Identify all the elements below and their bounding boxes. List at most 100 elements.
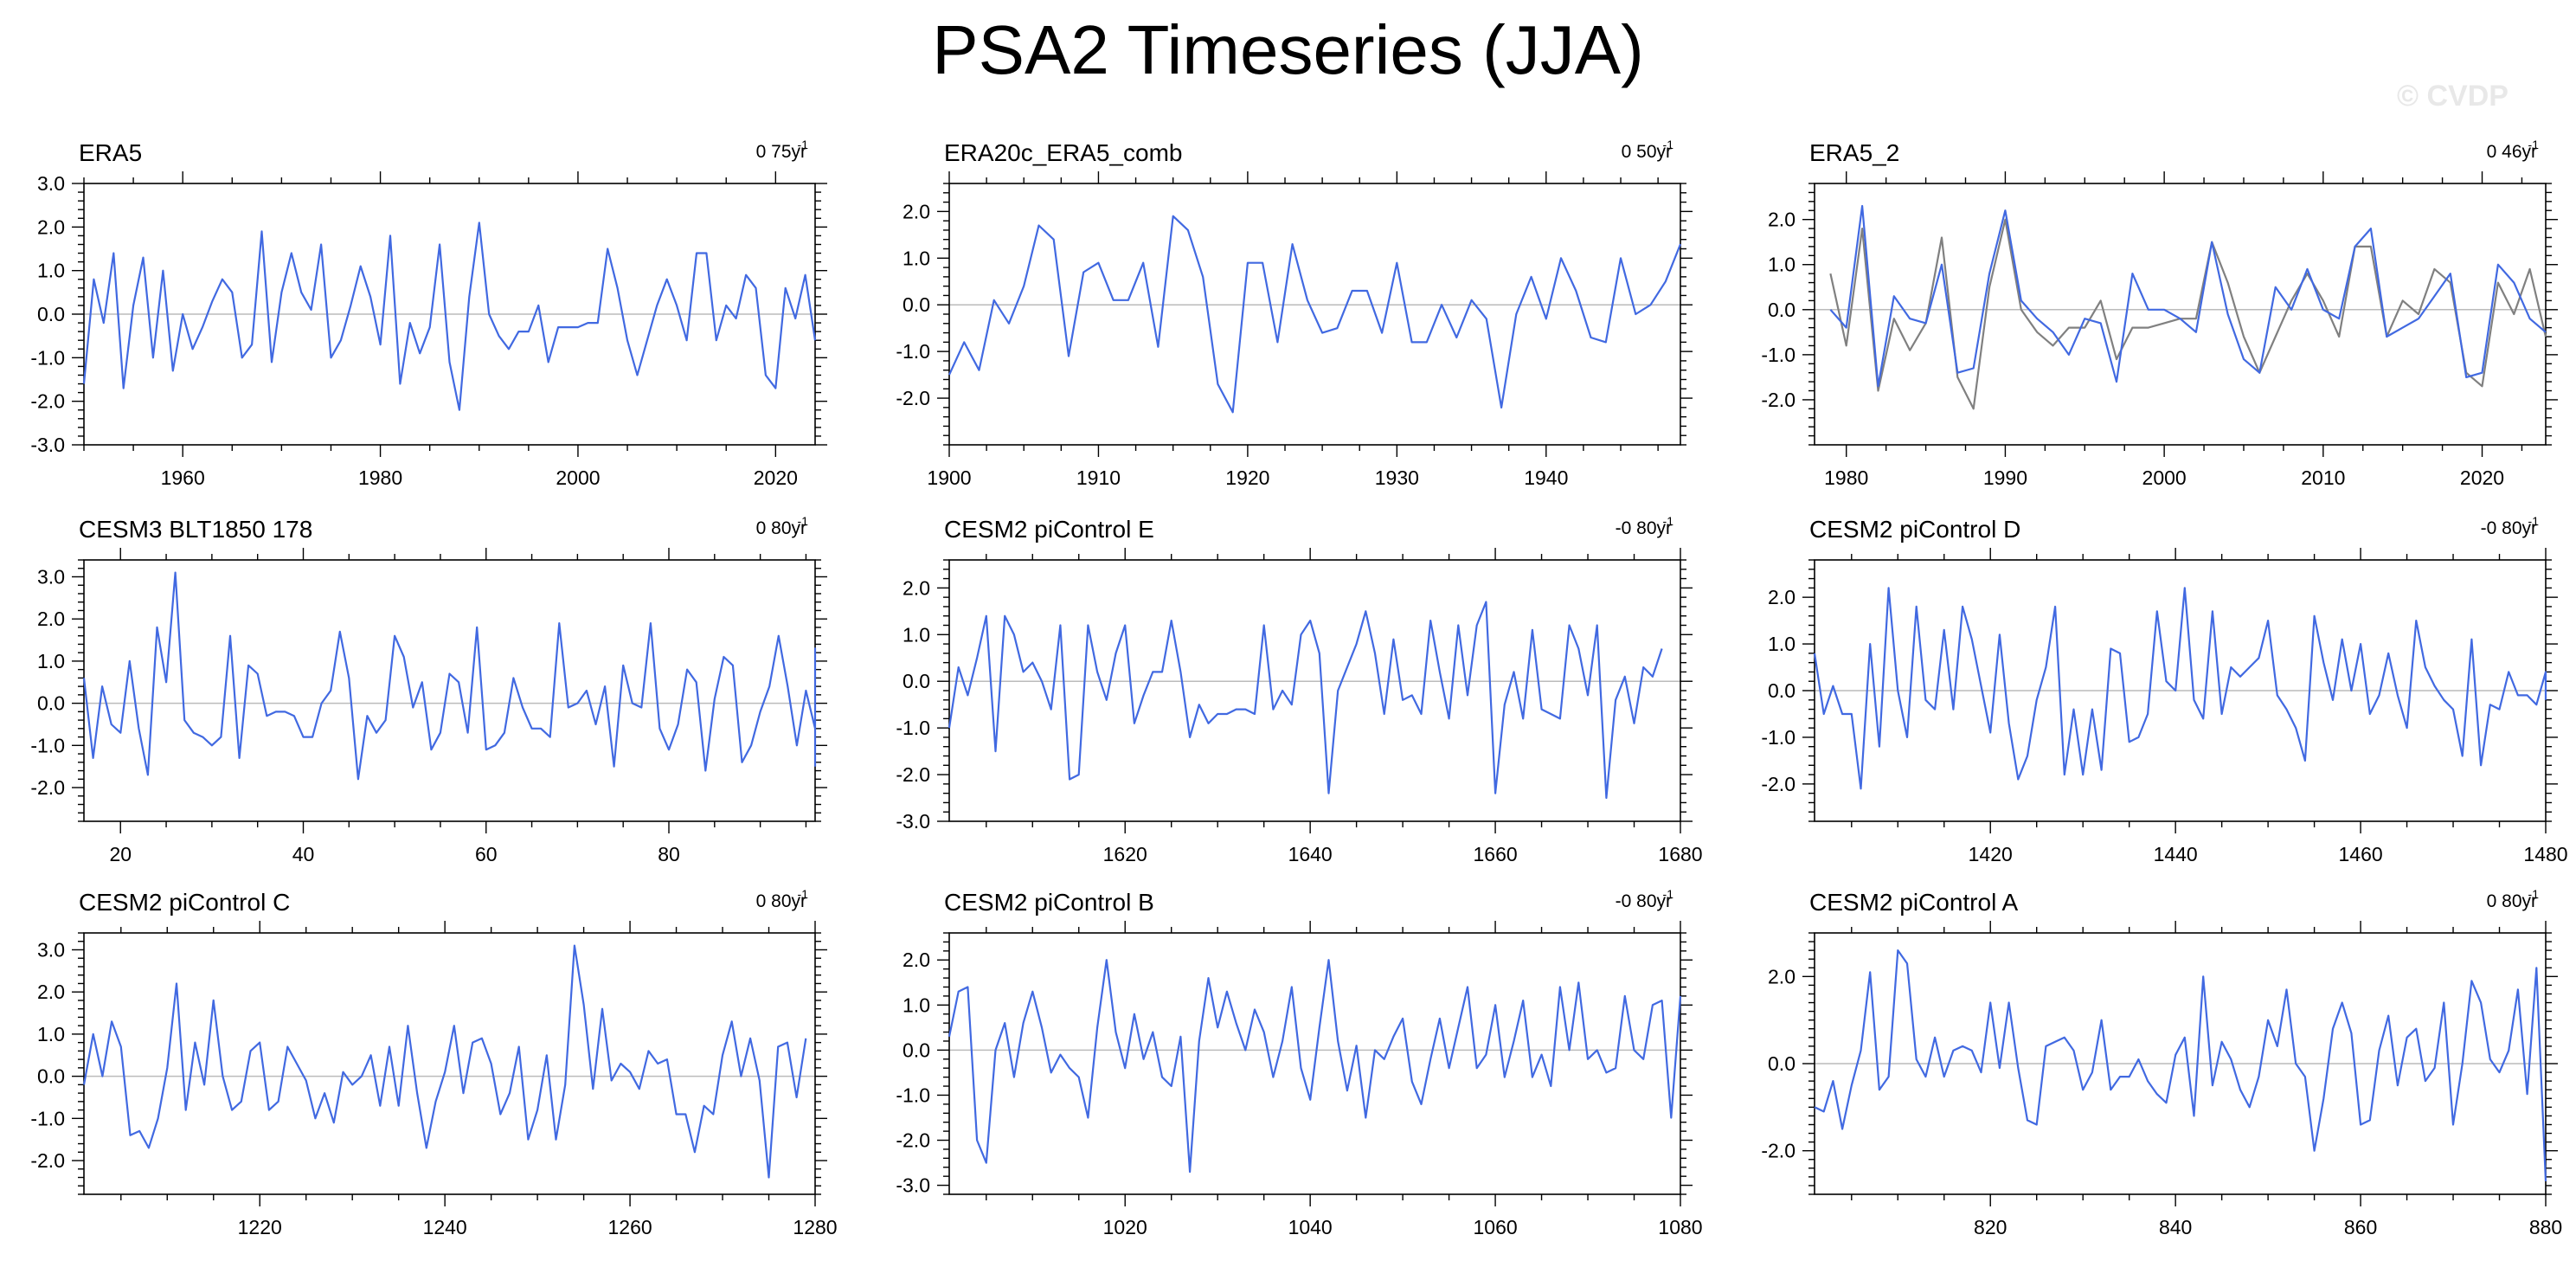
panel-title: CESM2 piControl A <box>1809 889 2019 916</box>
y-tick-label: -2.0 <box>896 387 930 409</box>
chart-panel: CESM2 piControl E -0 80yr-1 2.0 1.0 0.0 -1.0 -… <box>896 514 1702 865</box>
chart-panel: ERA20c_ERA5_comb 0 50yr-1 2.0 1.0 0.0 -1.0 -2.… <box>896 138 1693 489</box>
x-tick-label: 1480 <box>2523 843 2567 865</box>
series-line <box>82 222 817 411</box>
series-line <box>948 959 1682 1174</box>
x-tick-label: 1900 <box>927 466 971 489</box>
trend-superscript: -1 <box>798 138 809 151</box>
plot-frame <box>948 932 1681 1195</box>
series-line <box>82 571 817 781</box>
x-tick-label: 1910 <box>1076 466 1121 489</box>
y-tick-label: 1.0 <box>37 260 65 282</box>
y-tick-label: 2.0 <box>903 949 930 971</box>
y-tick-label: -2.0 <box>30 1149 65 1172</box>
x-tick-label: 1080 <box>1658 1216 1702 1238</box>
y-tick-label: 0.0 <box>37 303 65 325</box>
y-tick-label: -3.0 <box>896 1174 930 1197</box>
x-tick-label: 1060 <box>1473 1216 1517 1238</box>
y-tick-label: -2.0 <box>1761 389 1795 411</box>
y-tick-label: 1.0 <box>903 623 930 646</box>
x-tick-label: 2000 <box>2142 466 2187 489</box>
trend-superscript: -1 <box>1663 514 1674 528</box>
trend-label: -0 80yr <box>1616 518 1672 538</box>
watermark: © CVDP <box>2397 80 2509 113</box>
y-tick-label: 0.0 <box>1768 1052 1795 1075</box>
x-tick-label: 820 <box>1974 1216 2007 1238</box>
x-tick-label: 1960 <box>161 466 205 489</box>
y-tick-label: 3.0 <box>37 938 65 961</box>
panel-title: ERA5_2 <box>1809 139 1899 166</box>
plot-frame <box>1814 183 2547 446</box>
x-tick-label: 1930 <box>1375 466 1419 489</box>
y-tick-label: 0.0 <box>903 1039 930 1061</box>
panel-title: ERA20c_ERA5_comb <box>944 139 1182 166</box>
trend-superscript: -1 <box>2528 138 2540 151</box>
x-tick-label: 2020 <box>2460 466 2504 489</box>
x-tick-label: 1460 <box>2338 843 2382 865</box>
y-tick-label: 3.0 <box>37 172 65 195</box>
y-tick-label: 0.0 <box>37 1065 65 1088</box>
page-title: PSA2 Timeseries (JJA) <box>932 11 1644 88</box>
series-line-overlay <box>1829 218 2547 410</box>
y-tick-label: -1.0 <box>896 1084 930 1106</box>
plot-frame <box>83 559 816 822</box>
x-tick-label: 2020 <box>754 466 798 489</box>
y-tick-label: -2.0 <box>1761 773 1795 795</box>
chart-panel: CESM3 BLT1850 178 0 80yr-1 3.0 2.0 1.0 0.0 -1.… <box>30 514 827 865</box>
x-tick-label: 1260 <box>607 1216 652 1238</box>
y-tick-label: -1.0 <box>896 340 930 363</box>
y-tick-label: -2.0 <box>30 390 65 413</box>
y-tick-label: -1.0 <box>1761 344 1795 366</box>
x-tick-label: 1980 <box>1824 466 1868 489</box>
y-tick-label: 1.0 <box>1768 633 1795 655</box>
x-tick-label: 1620 <box>1103 843 1147 865</box>
x-tick-label: 1990 <box>1983 466 2027 489</box>
trend-superscript: -1 <box>798 887 809 901</box>
x-tick-label: 20 <box>109 843 132 865</box>
y-tick-label: 3.0 <box>37 565 65 588</box>
y-tick-label: 2.0 <box>1768 586 1795 608</box>
trend-superscript: -1 <box>1663 887 1674 901</box>
y-tick-label: 0.0 <box>903 670 930 692</box>
series-line <box>1813 587 2547 790</box>
x-tick-label: 1940 <box>1524 466 1568 489</box>
y-tick-label: -2.0 <box>1761 1140 1795 1162</box>
y-tick-label: -2.0 <box>896 1129 930 1152</box>
x-tick-label: 1240 <box>423 1216 467 1238</box>
trend-label: -0 80yr <box>2481 518 2537 538</box>
trend-superscript: -1 <box>2528 887 2540 901</box>
series-line <box>948 601 1663 800</box>
series-line <box>1829 204 2547 388</box>
x-tick-label: 1040 <box>1288 1216 1333 1238</box>
y-tick-label: -3.0 <box>896 810 930 833</box>
trend-superscript: -1 <box>798 514 809 528</box>
y-tick-label: 0.0 <box>903 293 930 316</box>
y-tick-label: 2.0 <box>37 215 65 238</box>
y-tick-label: 2.0 <box>37 981 65 1003</box>
y-tick-label: -1.0 <box>1761 726 1795 749</box>
x-tick-label: 1660 <box>1473 843 1517 865</box>
trend-superscript: -1 <box>1663 138 1674 151</box>
y-tick-label: -1.0 <box>30 1107 65 1129</box>
panel-title: CESM3 BLT1850 178 <box>79 516 312 543</box>
chart-panel: ERA5_2 0 46yr-1 2.0 1.0 0.0 -1.0 -2.0 1980 1990 2… <box>1761 138 2558 489</box>
x-tick-label: 1420 <box>1969 843 2013 865</box>
trend-label: 0 80yr <box>756 518 806 538</box>
y-tick-label: 2.0 <box>903 200 930 222</box>
x-tick-label: 1440 <box>2154 843 2198 865</box>
panel-title: ERA5 <box>79 139 142 166</box>
chart-panel: CESM2 piControl A 0 80yr-1 2.0 0.0 -2.0 820 84… <box>1761 887 2562 1238</box>
plot-frame <box>948 559 1681 822</box>
series-line <box>948 215 1682 414</box>
y-tick-label: -2.0 <box>896 763 930 786</box>
y-tick-label: 1.0 <box>903 247 930 269</box>
x-tick-label: 840 <box>2159 1216 2192 1238</box>
y-tick-label: 1.0 <box>903 994 930 1016</box>
trend-label: 0 80yr <box>2487 891 2537 911</box>
chart-panel: CESM2 piControl D -0 80yr-1 2.0 1.0 0.0 -1.0 -… <box>1761 514 2567 865</box>
trend-label: 0 46yr <box>2487 142 2537 162</box>
x-tick-label: 1280 <box>793 1216 837 1238</box>
y-tick-label: 2.0 <box>1768 965 1795 987</box>
y-tick-label: -3.0 <box>30 434 65 456</box>
